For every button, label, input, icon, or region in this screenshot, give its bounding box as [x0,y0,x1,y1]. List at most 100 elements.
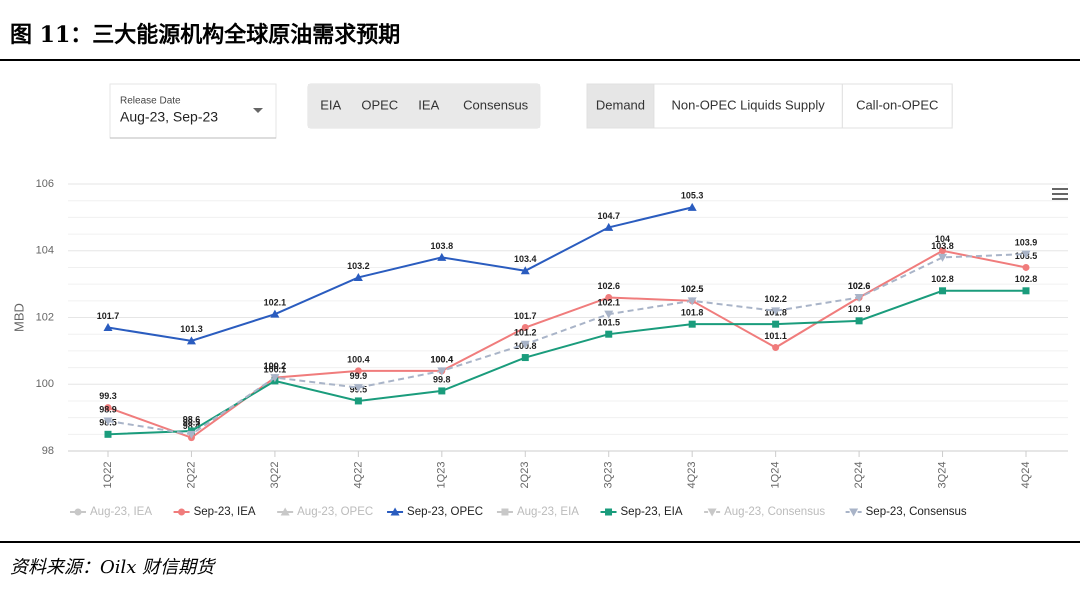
menu-icon[interactable] [1052,188,1068,200]
x-tick-label: 3Q22 [269,462,281,489]
point [604,222,614,231]
point [1022,263,1030,271]
data-label: 99.9 [350,371,368,381]
data-label: 103.4 [514,254,537,264]
data-label: 100.2 [264,361,287,371]
point [501,508,509,516]
button[interactable] [841,83,953,129]
data-label: 104 [935,234,950,244]
dropdown-label: Release Date [120,96,181,107]
y-tick-label: 102 [36,311,54,323]
point [270,309,280,318]
point [605,293,613,301]
point [938,253,948,262]
data-label: 100.1 [264,364,287,374]
x-tick-label: 4Q24 [1020,462,1032,489]
series: 98.9 98.5 100.2 99.9 100.4 101.2 102.1 102.5 102… [99,237,1038,439]
point [855,317,863,325]
series: 99.3 98.4 100.2 100.4 100.4 101.7 102.6 102.5 10… [99,234,1037,442]
x-tick-label: 1Q22 [102,462,114,489]
legend-label[interactable]: Aug-23, Consensus [724,506,825,518]
point [849,508,859,517]
button[interactable] [586,83,655,129]
legend-label[interactable]: Sep-23, IEA [194,506,256,518]
x-tick-label: 4Q22 [352,462,364,489]
data-label: 101.7 [97,311,120,321]
data-label: 102.6 [848,281,871,291]
point [103,417,113,426]
data-label: 102.5 [681,284,704,294]
point [103,323,113,332]
data-label: 103.8 [431,241,454,251]
legend-label[interactable]: Sep-23, OPEC [407,506,483,518]
data-label: 102.5 [681,284,704,294]
data-label: 101.8 [681,308,704,318]
data-label: 98.9 [99,404,117,414]
data-label: 99.8 [433,374,451,384]
series: 98.598.6100.199.599.8100.8101.5101.8101.… [99,274,1037,438]
point [390,507,400,516]
y-tick-label: 106 [36,178,54,190]
data-label: 102.1 [597,298,620,308]
legend-label[interactable]: Sep-23, Consensus [866,506,967,518]
button[interactable] [308,84,354,128]
data-label: 100.4 [347,354,370,364]
button-label: Consensus [463,97,529,112]
point [520,266,530,275]
x-tick-label: 1Q23 [436,462,448,489]
point [354,397,362,405]
data-label: 102.6 [848,281,871,291]
legend-label[interactable]: Sep-23, EIA [621,506,683,518]
point [939,247,947,255]
button[interactable] [451,84,540,128]
series-line [107,206,693,342]
button[interactable] [353,84,407,128]
menu-bar [1052,198,1068,200]
data-label: 102.6 [597,281,620,291]
x-tick-label: 2Q23 [519,462,531,489]
data-label: 100.4 [431,354,454,364]
data-label: 100.2 [264,361,287,371]
data-label: 100.4 [431,354,454,364]
menu-bar [1052,193,1068,195]
data-label: 101.1 [764,331,787,341]
data-label: 102.2 [764,294,787,304]
legend-label[interactable]: Aug-23, EIA [517,506,579,518]
data-label: 102.8 [931,274,954,284]
point [74,508,82,516]
point [520,340,530,349]
menu-bar [1052,188,1068,190]
button-label: Demand [596,97,645,112]
point [854,293,864,302]
y-axis-label: MBD [11,303,26,332]
data-label: 101.5 [597,318,620,328]
point [687,297,697,306]
point [437,367,447,376]
data-label: 102.8 [1015,274,1038,284]
x-tick-label: 3Q23 [603,462,615,489]
point [270,374,280,383]
button-label: Non-OPEC Liquids Supply [672,97,826,112]
point [104,430,112,438]
legend-label[interactable]: Aug-23, IEA [90,506,152,518]
button-label: OPEC [361,97,398,112]
source-note: 资料来源：Oilx 财信期货 [10,557,217,578]
series-line [107,289,1026,436]
point [521,354,529,362]
x-tick-label: 2Q24 [853,462,865,489]
point [771,307,781,316]
button[interactable] [653,83,843,129]
point [1022,287,1030,295]
series-line [107,249,1027,439]
data-label: 103.9 [1015,237,1038,247]
point [707,508,717,517]
button-label: Call-on-OPEC [856,97,938,112]
legend-label[interactable]: Aug-23, OPEC [297,506,373,518]
button-label: IEA [418,97,439,112]
point [687,202,697,211]
data-label: 99.3 [99,391,117,401]
x-tick-label: 3Q24 [936,462,948,489]
button[interactable] [406,84,452,128]
data-label: 105.3 [681,191,704,201]
